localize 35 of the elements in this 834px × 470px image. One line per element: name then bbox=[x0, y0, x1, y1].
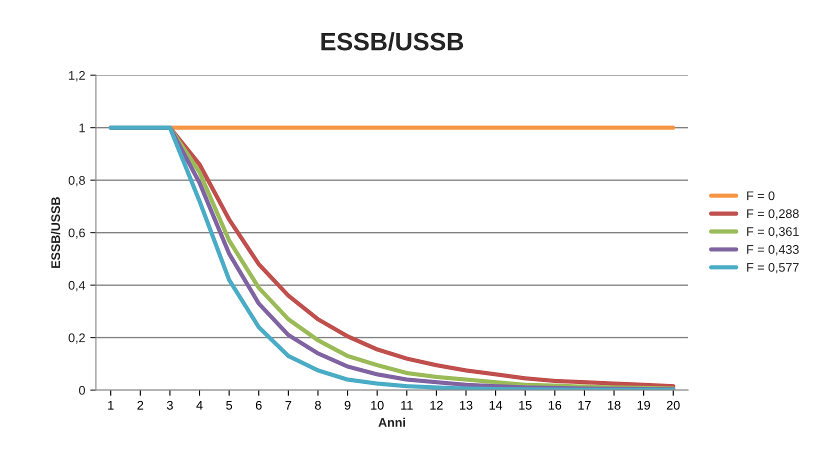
y-tick-label: 0,6 bbox=[68, 228, 85, 239]
legend-label: F = 0,288 bbox=[747, 209, 799, 220]
x-tick-label: 1 bbox=[108, 400, 114, 410]
y-tick-label: 0,2 bbox=[68, 333, 85, 344]
x-tick-label: 2 bbox=[137, 400, 144, 410]
x-tick-label: 15 bbox=[519, 400, 532, 410]
legend-label: F = 0 bbox=[747, 191, 774, 200]
y-tick-label: 0,8 bbox=[68, 176, 85, 186]
y-tick-label: 1 bbox=[79, 124, 85, 132]
x-tick-label: 10 bbox=[371, 400, 384, 410]
x-tick-label: 7 bbox=[286, 400, 292, 410]
y-tick-label: 1,2 bbox=[69, 71, 85, 82]
x-tick-label: 16 bbox=[548, 400, 562, 410]
x-tick-label: 6 bbox=[256, 400, 262, 410]
x-tick-label: 8 bbox=[315, 400, 321, 410]
x-tick-label: 14 bbox=[490, 400, 502, 410]
legend-label: F = 0,433 bbox=[747, 245, 799, 256]
x-tick-label: 5 bbox=[226, 400, 232, 410]
legend-label: F = 0,577 bbox=[747, 262, 799, 274]
legend-label: F = 0,361 bbox=[747, 227, 799, 238]
x-tick-label: 12 bbox=[430, 400, 443, 410]
y-tick-label: 0 bbox=[79, 386, 86, 395]
chart-title: ESSB/USSB bbox=[321, 32, 464, 51]
x-tick-label: 13 bbox=[460, 400, 472, 410]
x-tick-label: 4 bbox=[196, 400, 203, 410]
x-tick-label: 17 bbox=[578, 400, 591, 410]
x-tick-label: 20 bbox=[666, 400, 680, 410]
x-tick-label: 3 bbox=[166, 400, 173, 410]
x-axis-title: Anni bbox=[378, 418, 405, 427]
x-tick-label: 9 bbox=[344, 400, 350, 410]
y-tick-label: 0,4 bbox=[68, 280, 86, 292]
x-tick-label: 11 bbox=[401, 400, 413, 410]
x-tick-label: 19 bbox=[638, 400, 650, 410]
x-tick-label: 18 bbox=[608, 400, 620, 410]
y-axis-title: ESSB/USSB bbox=[50, 197, 60, 268]
